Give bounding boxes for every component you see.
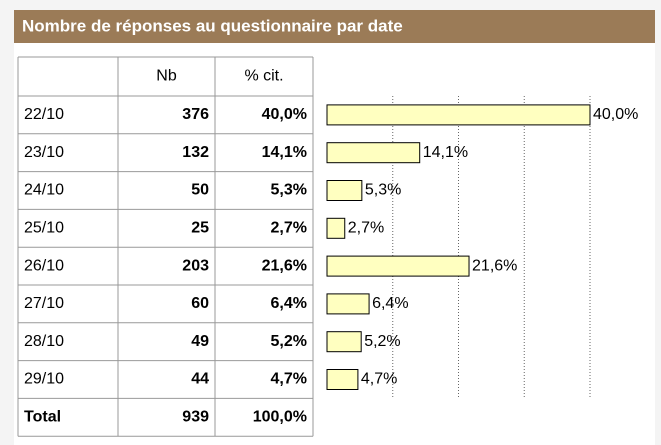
count-cell: 60 bbox=[191, 295, 209, 312]
column-header: Nb bbox=[156, 68, 177, 85]
bar bbox=[326, 180, 363, 201]
percent-cell: 2,7% bbox=[271, 220, 307, 237]
bar-label: 2,7% bbox=[348, 220, 384, 237]
total-percent: 100,0% bbox=[253, 409, 307, 426]
total-count: 939 bbox=[182, 409, 209, 426]
bar-label: 6,4% bbox=[372, 295, 408, 312]
bar-label: 21,6% bbox=[472, 257, 517, 274]
date-cell: 29/10 bbox=[24, 371, 64, 388]
bar bbox=[326, 293, 370, 315]
count-cell: 25 bbox=[191, 220, 209, 237]
bar bbox=[326, 142, 421, 164]
percent-cell: 5,2% bbox=[271, 333, 307, 350]
count-cell: 50 bbox=[191, 182, 209, 199]
date-cell: 27/10 bbox=[24, 295, 64, 312]
count-cell: 49 bbox=[191, 333, 209, 350]
percent-cell: 21,6% bbox=[262, 257, 307, 274]
bar bbox=[326, 104, 591, 126]
bar-label: 5,3% bbox=[365, 182, 401, 199]
count-cell: 376 bbox=[182, 106, 209, 123]
count-cell: 44 bbox=[191, 371, 209, 388]
bar-label: 4,7% bbox=[361, 371, 397, 388]
bar-label: 40,0% bbox=[593, 106, 638, 123]
bar-label: 5,2% bbox=[364, 333, 400, 350]
count-cell: 132 bbox=[182, 144, 209, 161]
percent-cell: 6,4% bbox=[271, 295, 307, 312]
bar-label: 14,1% bbox=[423, 144, 468, 161]
column-header: % cit. bbox=[244, 68, 283, 85]
title: Nombre de réponses au questionnaire par … bbox=[22, 16, 403, 35]
bar bbox=[326, 217, 346, 239]
date-cell: 26/10 bbox=[24, 257, 64, 274]
bar bbox=[326, 369, 359, 390]
percent-cell: 4,7% bbox=[271, 371, 307, 388]
date-cell: 22/10 bbox=[24, 106, 64, 123]
total-label: Total bbox=[24, 409, 61, 426]
percent-cell: 5,3% bbox=[271, 182, 307, 199]
date-cell: 25/10 bbox=[24, 220, 64, 237]
percent-cell: 40,0% bbox=[262, 106, 307, 123]
bar bbox=[326, 255, 470, 277]
count-cell: 203 bbox=[182, 257, 209, 274]
title-bar bbox=[14, 10, 655, 43]
date-cell: 28/10 bbox=[24, 333, 64, 350]
date-cell: 24/10 bbox=[24, 182, 64, 199]
percent-cell: 14,1% bbox=[262, 144, 307, 161]
bar bbox=[326, 331, 362, 353]
date-cell: 23/10 bbox=[24, 144, 64, 161]
